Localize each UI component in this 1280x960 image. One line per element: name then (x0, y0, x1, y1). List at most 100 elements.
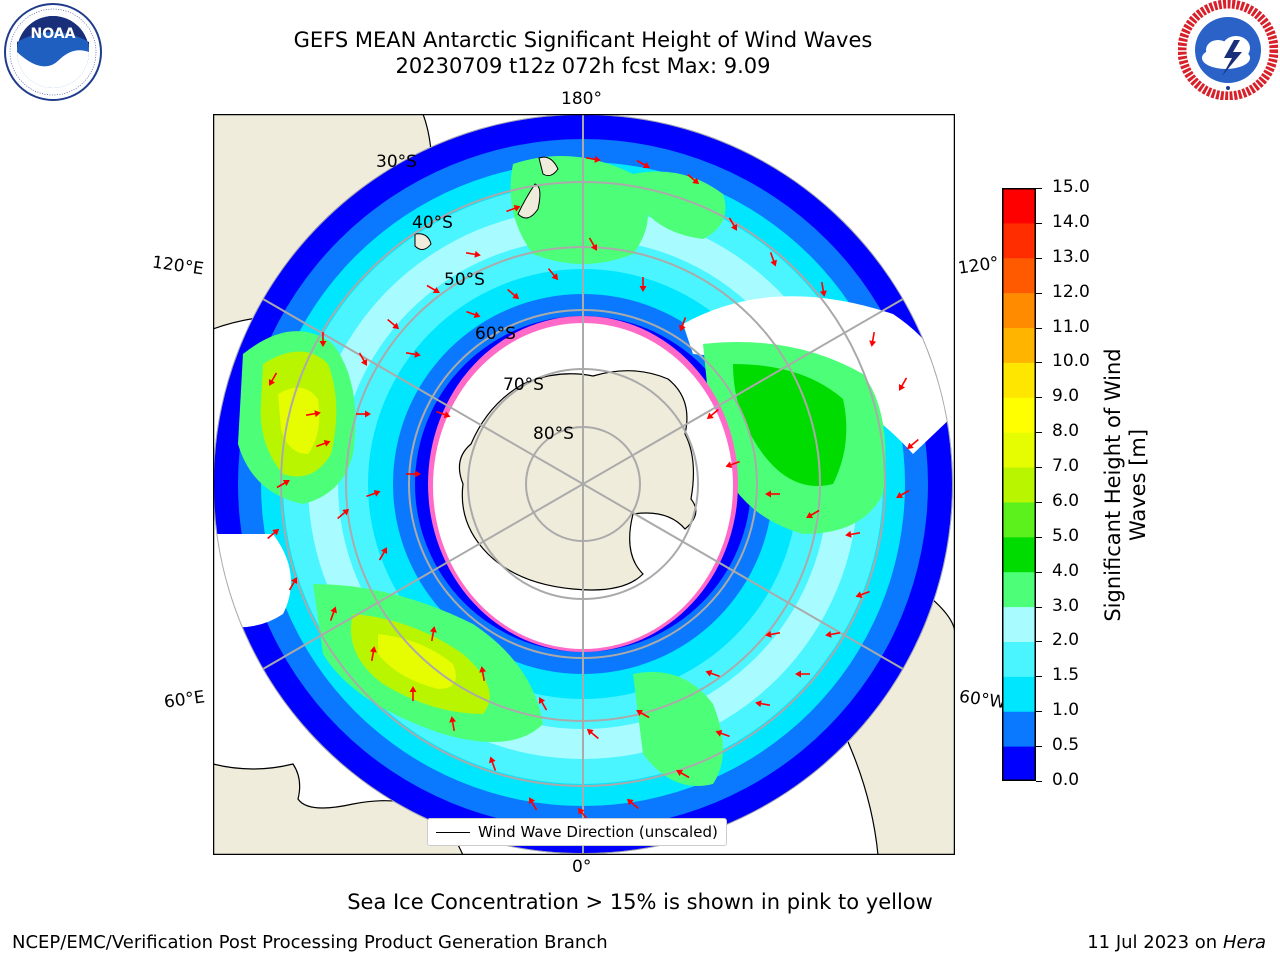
colorbar-tick-mark (1036, 397, 1042, 399)
wave-arrow (479, 666, 487, 682)
wave-arrow (626, 798, 639, 810)
wave-direction-arrows (267, 155, 919, 820)
footer-machine: Hera (1222, 932, 1266, 953)
wave-arrow (316, 440, 331, 448)
colorbar-segment (1002, 257, 1036, 294)
wave-arrow (507, 288, 520, 300)
wave-arrow (706, 408, 719, 420)
wave-arrow (728, 217, 738, 231)
lat-label-70s: 70°S (503, 375, 544, 395)
wave-arrow (639, 277, 647, 292)
wave-arrow (676, 769, 690, 779)
colorbar-tick-label: 10.0 (1052, 351, 1090, 372)
colorbar-tick-mark (1036, 501, 1042, 503)
colorbar-tick-label: 3.0 (1052, 595, 1080, 616)
colorbar-tick-mark (1036, 222, 1042, 224)
wave-arrow (725, 460, 740, 468)
wave-arrow (465, 250, 481, 258)
colorbar-tick-label: 0.5 (1052, 735, 1080, 756)
lon-label-60w: 60°W (957, 686, 1008, 714)
colorbar-segment (1002, 641, 1036, 677)
colorbar-tick-label: 11.0 (1052, 316, 1090, 337)
wave-arrow (538, 697, 548, 711)
wave-arrow (715, 730, 730, 738)
colorbar-tick-label: 2.0 (1052, 630, 1080, 651)
colorbar-tick-label: 5.0 (1052, 525, 1080, 546)
colorbar-segment (1002, 536, 1036, 573)
wave-arrow (356, 410, 371, 418)
colorbar-segment (1002, 292, 1036, 329)
wave-arrow (358, 352, 368, 366)
svg-text:NOAA: NOAA (31, 26, 76, 42)
wave-arrow (319, 332, 327, 347)
colorbar-title-line1: Significant Height of Wind (1101, 348, 1125, 622)
wave-arrow (769, 252, 777, 267)
wave-arrow (378, 547, 388, 561)
colorbar-segment (1002, 501, 1036, 538)
wave-arrow (755, 700, 771, 708)
colorbar-segment (1002, 362, 1036, 398)
wave-arrow (585, 155, 601, 163)
wave-arrow (268, 372, 278, 386)
colorbar-tick-mark (1036, 257, 1042, 259)
footer-date: 11 Jul 2023 on Hera (1087, 932, 1266, 953)
colorbar-tick-mark (1036, 641, 1042, 643)
lon-label-0: 0° (572, 857, 592, 877)
wave-arrow (466, 310, 481, 318)
wave-arrow (429, 626, 437, 642)
wave-arrow (577, 807, 589, 820)
wave-arrow (489, 756, 497, 771)
no-data-west (213, 534, 291, 628)
colorbar-tick-mark (1036, 536, 1042, 538)
wave-arrow (586, 728, 599, 740)
colorbar-tick-label: 9.0 (1052, 386, 1080, 407)
colorbar-segment (1002, 397, 1036, 433)
colorbar-tick-mark (1036, 606, 1042, 608)
colorbar-tick-mark (1036, 362, 1042, 364)
wave-arrow (687, 173, 700, 185)
wave-arrow (449, 716, 457, 732)
colorbar-segment (1002, 432, 1036, 468)
graticule (213, 114, 953, 854)
colorbar-title: Significant Height of Wind Waves [m] (1101, 348, 1151, 621)
polar-map (213, 114, 955, 855)
colorbar-tick-label: 6.0 (1052, 490, 1080, 511)
nws-logo (1178, 0, 1278, 100)
colorbar-tick-label: 7.0 (1052, 456, 1080, 477)
legend-label: Wind Wave Direction (unscaled) (478, 823, 718, 841)
wave-arrow (898, 377, 908, 391)
wave-arrow (288, 577, 298, 591)
wave-arrow (845, 530, 861, 538)
colorbar-title-line2: Waves [m] (1126, 428, 1150, 542)
colorbar-segment (1002, 571, 1036, 608)
colorbar-tick-label: 12.0 (1052, 281, 1090, 302)
wave-arrow (819, 281, 827, 297)
colorbar-tick-label: 8.0 (1052, 421, 1080, 442)
wave-arrow (337, 508, 350, 520)
wave-arrow (387, 318, 400, 330)
colorbar-tick-mark (1036, 781, 1042, 782)
colorbar-tick-mark (1036, 467, 1042, 469)
footer-date-text: 11 Jul 2023 on (1087, 932, 1223, 953)
colorbar-tick-label: 4.0 (1052, 560, 1080, 581)
colorbar-tick-label: 14.0 (1052, 211, 1090, 232)
colorbar-tick-label: 0.0 (1052, 770, 1080, 790)
colorbar-segment (1002, 606, 1036, 642)
noaa-logo: NOAA (4, 3, 102, 101)
colorbar-segment (1002, 188, 1036, 224)
colorbar-segment (1002, 222, 1036, 259)
wave-arrow (426, 284, 440, 294)
colorbar-tick-label: 1.0 (1052, 700, 1080, 721)
wave-arrow (369, 646, 377, 662)
colorbar-tick-label: 15.0 (1052, 177, 1090, 197)
legend: Wind Wave Direction (unscaled) (427, 818, 727, 846)
wave-arrow (679, 317, 687, 332)
lon-label-120e: 120°E (150, 252, 205, 280)
legend-line-icon (436, 831, 470, 833)
colorbar-tick-mark (1036, 571, 1042, 573)
colorbar (1002, 188, 1036, 781)
tasmania-land (414, 233, 432, 250)
wave-arrow (705, 670, 720, 678)
lon-label-120w: 120° (956, 253, 1001, 279)
lat-label-80s: 80°S (533, 424, 574, 444)
